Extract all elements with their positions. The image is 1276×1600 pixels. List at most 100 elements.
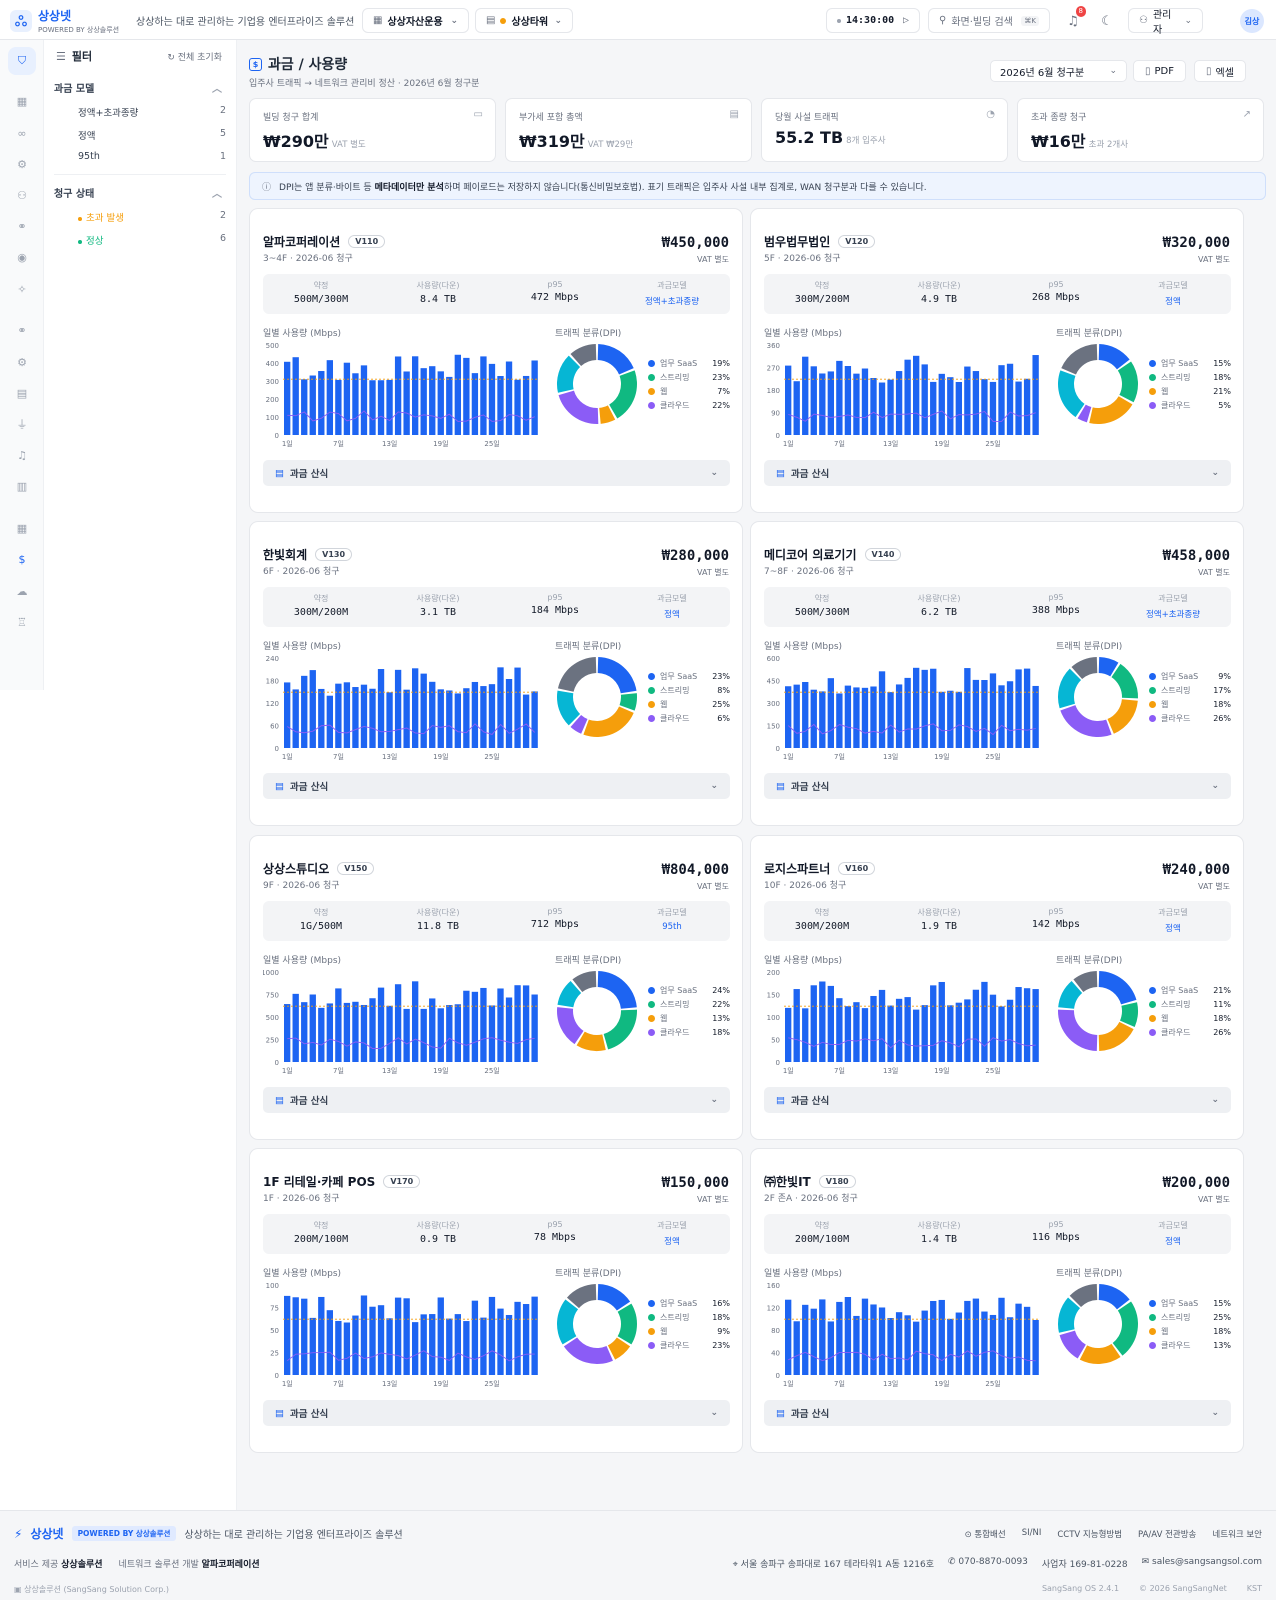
legend-name: 업무 SaaS bbox=[660, 1298, 698, 1308]
x-tick-label: 25일 bbox=[985, 752, 1000, 761]
usage-bar bbox=[386, 379, 393, 435]
tenant-stats: 약정 300M/200M 사용량(다운) 1.9 TB p95 142 Mbps 과금모델 정… bbox=[764, 901, 1231, 941]
kpi-value-row: ₩16만 초과 2개사 bbox=[1031, 128, 1128, 152]
stat-label: p95 bbox=[547, 907, 563, 916]
filter-section-model[interactable]: 과금 모델 ︿ bbox=[54, 80, 222, 95]
usage-bar bbox=[420, 673, 427, 748]
y-tick-label: 100 bbox=[767, 1014, 780, 1022]
notification-button[interactable]: ♫ 8 bbox=[1062, 6, 1086, 32]
stat-value: 3.1 TB bbox=[419, 607, 457, 618]
billing-model-link[interactable]: 95th bbox=[662, 922, 682, 932]
nav-plug-icon[interactable]: ⏚ bbox=[16, 418, 28, 431]
period-select[interactable]: 2026년 6월 청구분 ⌄ bbox=[990, 60, 1127, 82]
stat-contract: 약정 300M/200M bbox=[764, 280, 880, 305]
pdf-button[interactable]: ▯ PDF bbox=[1133, 60, 1186, 82]
filter-reset-button[interactable]: ↻ 전체 초기화 bbox=[167, 53, 222, 63]
formula-toggle[interactable]: ▤ 과금 산식 ⌄ bbox=[764, 460, 1231, 486]
billing-model-link[interactable]: 정액 bbox=[1165, 1237, 1181, 1247]
filter-item[interactable]: 정액 5 bbox=[78, 128, 226, 142]
nav-cloud-icon[interactable]: ☁ bbox=[16, 584, 28, 598]
filter-item-label: 정액+초과종량 bbox=[78, 108, 139, 119]
stat-contract: 약정 500M/300M bbox=[263, 280, 379, 305]
usage-bar bbox=[412, 1322, 419, 1375]
stat-value: 116 Mbps bbox=[1031, 1232, 1081, 1243]
tenant-stats: 약정 300M/200M 사용량(다운) 4.9 TB p95 268 Mbps 과금모델 정… bbox=[764, 274, 1231, 314]
usage-bar bbox=[412, 356, 419, 435]
footer-link[interactable]: PA/AV 전관방송 bbox=[1138, 1530, 1197, 1540]
nav-security-icon[interactable]: ⛉ bbox=[8, 47, 36, 75]
usage-bar bbox=[437, 371, 444, 435]
billing-model-link[interactable]: 정액 bbox=[664, 1237, 680, 1247]
user-menu[interactable]: ⚇ 관리자 ⌄ bbox=[1128, 8, 1203, 36]
usage-bar bbox=[827, 371, 834, 435]
nav-building-icon[interactable]: ▦ bbox=[16, 521, 28, 535]
clock-display[interactable]: 14:30:00 ▷ bbox=[826, 8, 920, 33]
y-tick-label: 80 bbox=[771, 1327, 780, 1335]
nav-robot-icon[interactable]: ♖ bbox=[17, 615, 27, 629]
usage-bar bbox=[972, 989, 980, 1062]
nav-clipboard-icon[interactable]: ▥ bbox=[16, 479, 28, 493]
billing-model-link[interactable]: 정액+초과종량 bbox=[644, 297, 700, 307]
footer-link[interactable]: ⊙ 통합배선 bbox=[964, 1530, 1006, 1540]
formula-toggle[interactable]: ▤ 과금 산식 ⌄ bbox=[263, 460, 730, 486]
app-logo-icon[interactable] bbox=[10, 10, 32, 32]
excel-button[interactable]: ▯ 엑셀 bbox=[1194, 60, 1246, 82]
nav-dashboard-icon[interactable]: ▦ bbox=[16, 94, 28, 108]
footer-link[interactable]: SI/NI bbox=[1021, 1528, 1042, 1538]
billing-model-link[interactable]: 정액 bbox=[1165, 924, 1181, 934]
nav-wireless-icon[interactable]: ◉ bbox=[17, 250, 27, 264]
nav-settings-icon[interactable]: ⚙ bbox=[17, 355, 27, 369]
formula-toggle[interactable]: ▤ 과금 산식 ⌄ bbox=[263, 773, 730, 799]
formula-toggle[interactable]: ▤ 과금 산식 ⌄ bbox=[764, 773, 1231, 799]
footer-phone[interactable]: ✆ 070-8870-0093 bbox=[948, 1557, 1028, 1567]
nav-document-icon[interactable]: ▤ bbox=[16, 386, 28, 400]
nav-flow-icon[interactable]: ⚭ bbox=[17, 323, 27, 337]
legend-swatch bbox=[648, 714, 655, 722]
footer-link[interactable]: 네트워크 보안 bbox=[1212, 1530, 1262, 1540]
workspace-selector[interactable]: ▦ 상상자산운용 ⌄ bbox=[362, 8, 469, 33]
filter-item-count: 1 bbox=[219, 151, 226, 162]
search-placeholder: 화면·빌딩 검색 bbox=[951, 17, 1013, 28]
stat-usage: 사용량(다운) 4.9 TB bbox=[881, 280, 997, 305]
formula-toggle[interactable]: ▤ 과금 산식 ⌄ bbox=[764, 1087, 1231, 1113]
dpi-slice bbox=[1120, 1002, 1138, 1027]
usage-bar bbox=[964, 366, 971, 435]
search-box[interactable]: ⚲ 화면·빌딩 검색 ⌘K bbox=[928, 8, 1050, 33]
usage-bar bbox=[326, 1003, 333, 1062]
nav-link-icon[interactable]: ⚭ bbox=[17, 219, 27, 233]
filter-item[interactable]: 정상 6 bbox=[78, 233, 226, 247]
kpi-value-row: ₩290만 VAT 별도 bbox=[263, 128, 366, 152]
site-selector[interactable]: ▤ 상상타워 ⌄ bbox=[475, 8, 573, 33]
billing-model-link[interactable]: 정액 bbox=[664, 610, 680, 620]
nav-device-icon[interactable]: ⚙ bbox=[17, 157, 27, 171]
nav-topology-icon[interactable]: ∞ bbox=[17, 126, 27, 140]
nav-billing-icon[interactable]: $ bbox=[18, 552, 26, 566]
footer-credits: 서비스 제공 상상솔루션 네트워크 솔루션 개발 알파코퍼레이션 bbox=[14, 1557, 260, 1570]
calculator-icon: ▤ bbox=[776, 1407, 785, 1419]
footer-link[interactable]: CCTV 지능형방범 bbox=[1057, 1530, 1123, 1540]
y-tick-label: 180 bbox=[266, 678, 279, 686]
footer-email[interactable]: ✉ sales@sangsangsol.com bbox=[1141, 1557, 1262, 1567]
filter-item[interactable]: 정액+초과종량 2 bbox=[78, 105, 226, 119]
nav-ai-icon[interactable]: ✧ bbox=[17, 282, 27, 296]
kpi-sub: VAT ₩29만 bbox=[587, 140, 634, 150]
formula-toggle[interactable]: ▤ 과금 산식 ⌄ bbox=[263, 1087, 730, 1113]
nav-bell-icon[interactable]: ♫ bbox=[17, 448, 27, 462]
billing-model-link[interactable]: 정액 bbox=[1165, 297, 1181, 307]
filter-item[interactable]: 초과 발생 2 bbox=[78, 210, 226, 224]
formula-toggle[interactable]: ▤ 과금 산식 ⌄ bbox=[263, 1400, 730, 1426]
dpi-slice bbox=[1071, 657, 1098, 680]
theme-toggle[interactable]: ☾ bbox=[1096, 10, 1118, 32]
footer-phone-text: 070-8870-0093 bbox=[958, 1557, 1028, 1567]
formula-toggle[interactable]: ▤ 과금 산식 ⌄ bbox=[764, 1400, 1231, 1426]
usage-bar bbox=[301, 379, 308, 435]
nav-users-icon[interactable]: ⚇ bbox=[17, 188, 27, 202]
usage-bar bbox=[844, 1297, 852, 1375]
kpi-sub: 8개 입주사 bbox=[846, 136, 886, 146]
filter-item[interactable]: 95th 1 bbox=[78, 151, 226, 162]
billing-model-link[interactable]: 정액+초과종량 bbox=[1145, 610, 1201, 620]
filter-section-status[interactable]: 청구 상태 ︿ bbox=[54, 185, 222, 200]
usage-bar bbox=[386, 1318, 393, 1375]
avatar[interactable]: 김상 bbox=[1240, 9, 1264, 33]
stat-contract: 약정 200M/100M bbox=[263, 1220, 379, 1245]
